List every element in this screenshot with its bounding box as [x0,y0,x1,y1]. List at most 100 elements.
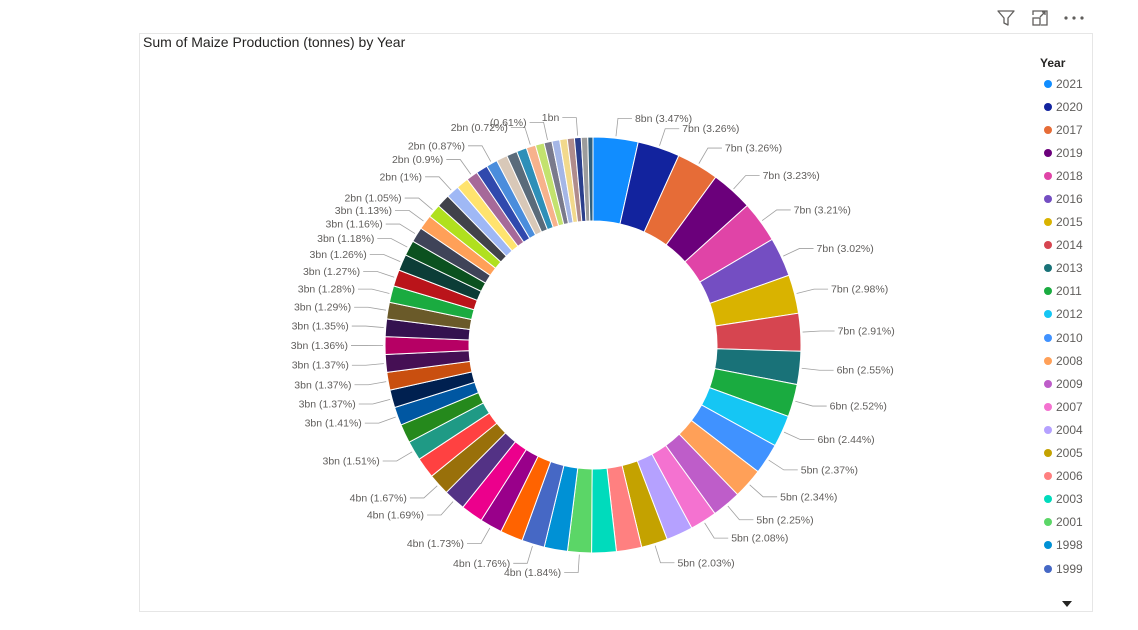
legend-color-dot [1044,102,1052,111]
legend-item[interactable]: 2003 [1040,488,1100,511]
legend-color-dot [1044,195,1052,204]
data-label: 3bn (1.37%) [294,379,351,391]
data-label: 5bn (2.08%) [731,533,788,545]
label-leader-line [795,400,827,407]
donut-slice[interactable] [587,136,594,222]
legend-item[interactable]: 1998 [1040,534,1100,557]
legend-item-label: 1999 [1056,561,1083,576]
legend-item[interactable]: 2020 [1040,95,1100,118]
legend-item-label: 2003 [1056,492,1083,507]
legend-color-dot [1044,79,1052,88]
legend-item-label: 2005 [1056,446,1083,461]
data-label: 4bn (1.76%) [453,558,510,570]
label-leader-line [654,545,675,564]
legend-item[interactable]: 2015 [1040,211,1100,234]
legend-item-label: 2014 [1056,238,1083,253]
data-label: 3bn (1.27%) [303,266,360,278]
legend-item[interactable]: 2008 [1040,349,1100,372]
legend-item[interactable]: 2021 [1040,72,1100,95]
label-leader-line [698,147,722,164]
legend-color-dot [1044,241,1052,250]
legend-item[interactable]: 2016 [1040,187,1100,210]
legend-item-label: 2007 [1056,399,1083,414]
legend-item[interactable]: 2012 [1040,303,1100,326]
data-label: 3bn (1.35%) [292,321,349,333]
legend-item[interactable]: 2010 [1040,326,1100,349]
label-leader-line [427,501,454,516]
data-label: 3bn (1.18%) [317,233,374,245]
legend-scroll-down-icon[interactable] [1061,596,1073,607]
label-leader-line [425,176,452,191]
legend-color-dot [1044,449,1052,458]
label-leader-line [768,459,798,471]
label-leader-line [351,363,384,366]
legend-item-label: 2013 [1056,261,1083,276]
legend-item-label: 2008 [1056,353,1083,368]
label-leader-line [749,484,778,498]
label-leader-line [446,159,472,175]
label-leader-line [615,117,632,137]
data-label: 6bn (2.44%) [817,434,874,446]
legend-item-label: 2001 [1056,515,1083,530]
legend-item-label: 2004 [1056,422,1083,437]
legend-item[interactable]: 2005 [1040,442,1100,465]
legend-item[interactable]: 2001 [1040,511,1100,534]
label-leader-line [564,554,580,573]
legend-item[interactable]: 2014 [1040,234,1100,257]
data-label: 6bn (2.52%) [830,401,887,413]
label-leader-line [783,431,815,440]
label-leader-line [802,330,835,333]
legend-color-dot [1044,518,1052,527]
legend-color-dot [1044,425,1052,434]
legend-item-label: 2019 [1056,145,1083,160]
legend-item-label: 2006 [1056,469,1083,484]
legend-item[interactable]: 2007 [1040,395,1100,418]
label-leader-line [783,248,814,257]
legend-item[interactable]: 1999 [1040,557,1100,580]
data-label: 3bn (1.41%) [305,418,362,430]
data-label: 2bn (1%) [379,171,422,183]
legend-item[interactable]: 2013 [1040,257,1100,280]
legend-color-dot [1044,356,1052,365]
legend-item[interactable]: 2011 [1040,280,1100,303]
more-options-icon[interactable] [1062,7,1086,29]
legend-item[interactable]: 2006 [1040,465,1100,488]
legend-item-label: 2009 [1056,376,1083,391]
filter-icon[interactable] [994,7,1018,29]
legend-color-dot [1044,148,1052,157]
label-leader-line [351,325,384,328]
label-leader-line [354,381,387,386]
data-label: 5bn (2.25%) [756,514,813,526]
legend-item[interactable]: 2018 [1040,164,1100,187]
data-label: 7bn (3.26%) [725,143,782,155]
data-label: 3bn (1.29%) [294,302,351,314]
data-label: 5bn (2.03%) [677,557,734,569]
focus-mode-icon[interactable] [1028,7,1052,29]
label-leader-line [510,127,531,145]
data-label: 5bn (2.34%) [780,491,837,503]
legend-item[interactable]: 2019 [1040,141,1100,164]
legend-item[interactable]: 2017 [1040,118,1100,141]
legend-color-dot [1044,264,1052,273]
label-leader-line [409,485,438,499]
legend-item[interactable]: 2004 [1040,418,1100,441]
chart-title: Sum of Maize Production (tonnes) by Year [143,34,406,50]
legend-color-dot [1044,218,1052,227]
label-leader-line [761,209,791,221]
data-label: 3bn (1.37%) [292,360,349,372]
legend-color-dot [1044,495,1052,504]
data-label: 2bn (0.87%) [408,140,465,152]
legend-title: Year [1040,56,1066,70]
data-label: 4bn (1.69%) [367,509,424,521]
legend-color-dot [1044,287,1052,296]
label-leader-line [357,288,390,294]
chart-visual-container [139,33,1093,612]
data-label: 2bn (0.9%) [392,154,443,166]
data-label: 3bn (1.13%) [335,205,392,217]
data-label: (0.61%) [490,117,527,129]
label-leader-line [796,288,829,294]
legend-item-label: 2018 [1056,168,1083,183]
legend-color-dot [1044,125,1052,134]
legend-item[interactable]: 2009 [1040,372,1100,395]
data-label: 3bn (1.26%) [310,249,367,261]
